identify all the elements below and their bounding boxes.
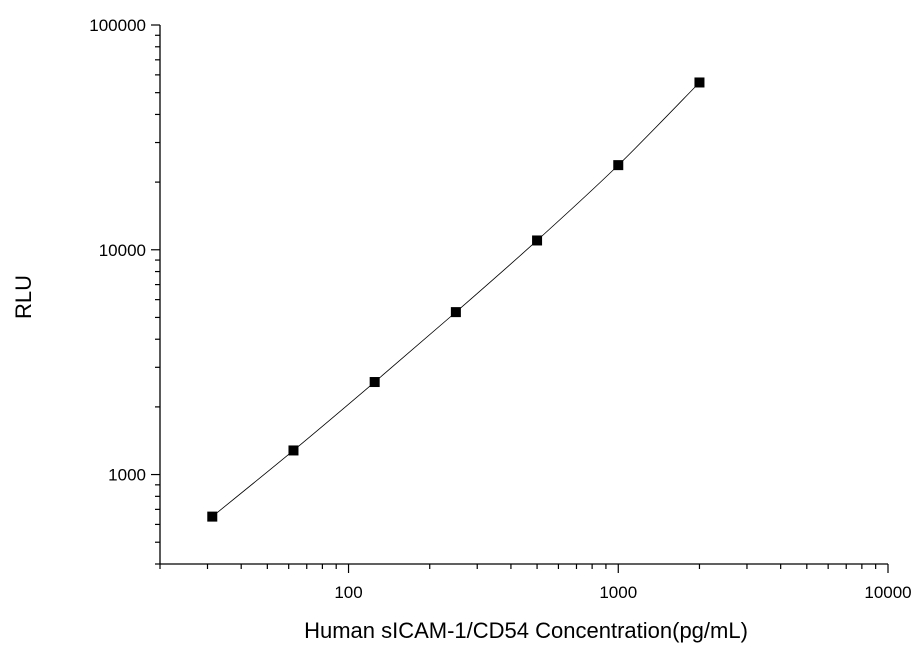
x-tick-label: 100 [334,583,362,602]
data-point [532,235,543,246]
tick-labels: 100 1000 10000 1000 10000 100000 [89,16,911,602]
y-tick-label: 10000 [99,241,146,260]
y-tick-label: 100000 [89,16,146,35]
data-point [450,307,461,318]
x-tick-label: 1000 [599,583,637,602]
data-points [207,77,705,522]
data-point [288,445,299,456]
fit-curve-group [212,82,700,517]
data-point [613,160,624,171]
x-tick-label: 10000 [864,583,911,602]
data-point [207,511,218,522]
y-tick-label: 1000 [108,466,146,485]
y-axis-title: RLU [11,275,36,319]
data-point [369,377,380,388]
data-point [694,77,705,88]
fit-curve [212,82,700,517]
axes [151,24,889,573]
x-axis-title: Human sICAM-1/CD54 Concentration(pg/mL) [304,618,748,643]
